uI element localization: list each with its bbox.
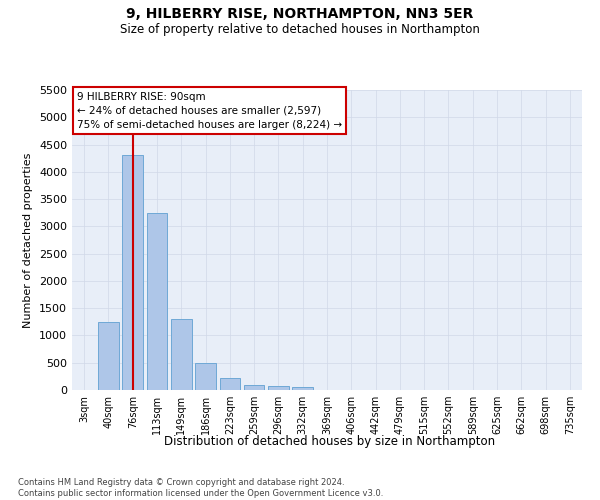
Bar [292,388,313,390]
Bar [146,212,167,390]
Bar [171,319,191,390]
Bar [244,384,265,390]
Bar [195,362,216,390]
Text: 9, HILBERRY RISE, NORTHAMPTON, NN3 5ER: 9, HILBERRY RISE, NORTHAMPTON, NN3 5ER [127,8,473,22]
Bar [268,386,289,390]
Bar [98,322,119,390]
Text: Size of property relative to detached houses in Northampton: Size of property relative to detached ho… [120,22,480,36]
Text: 9 HILBERRY RISE: 90sqm
← 24% of detached houses are smaller (2,597)
75% of semi-: 9 HILBERRY RISE: 90sqm ← 24% of detached… [77,92,342,130]
Y-axis label: Number of detached properties: Number of detached properties [23,152,34,328]
Text: Distribution of detached houses by size in Northampton: Distribution of detached houses by size … [164,435,496,448]
Bar [122,156,143,390]
Text: Contains HM Land Registry data © Crown copyright and database right 2024.
Contai: Contains HM Land Registry data © Crown c… [18,478,383,498]
Bar [220,378,240,390]
